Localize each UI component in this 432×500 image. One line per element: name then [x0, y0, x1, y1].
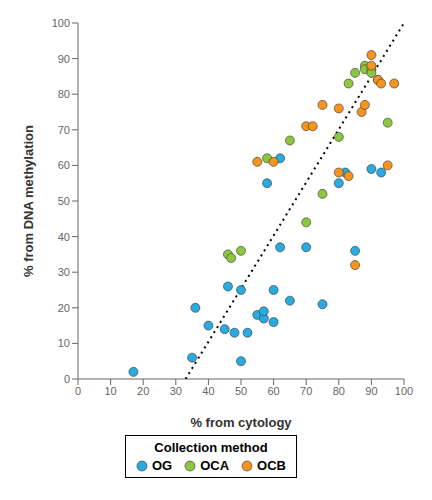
- svg-text:% from DNA methylation: % from DNA methylation: [21, 125, 36, 277]
- svg-text:50: 50: [235, 385, 247, 397]
- svg-text:60: 60: [58, 159, 70, 171]
- svg-text:20: 20: [58, 302, 70, 314]
- svg-text:0: 0: [75, 385, 81, 397]
- svg-text:100: 100: [395, 385, 413, 397]
- svg-text:80: 80: [333, 385, 345, 397]
- svg-text:60: 60: [267, 385, 279, 397]
- html-text:Collection method: Collection method: [154, 440, 268, 455]
- svg-text:10: 10: [58, 337, 70, 349]
- svg-text:40: 40: [58, 231, 70, 243]
- svg-text:% from cytology: % from cytology: [190, 415, 292, 430]
- svg-text:90: 90: [365, 385, 377, 397]
- svg-text:0: 0: [64, 373, 70, 385]
- svg-text:100: 100: [52, 17, 70, 29]
- svg-text:90: 90: [58, 53, 70, 65]
- svg-text:80: 80: [58, 88, 70, 100]
- html-text:OCB: OCB: [257, 458, 286, 473]
- html-text:OG: OG: [152, 458, 173, 473]
- svg-text:10: 10: [104, 385, 116, 397]
- html-text:OCA: OCA: [200, 458, 230, 473]
- svg-text:40: 40: [202, 385, 214, 397]
- svg-text:30: 30: [170, 385, 182, 397]
- svg-text:70: 70: [58, 124, 70, 136]
- svg-text:70: 70: [300, 385, 312, 397]
- svg-text:30: 30: [58, 266, 70, 278]
- svg-text:20: 20: [137, 385, 149, 397]
- svg-text:50: 50: [58, 195, 70, 207]
